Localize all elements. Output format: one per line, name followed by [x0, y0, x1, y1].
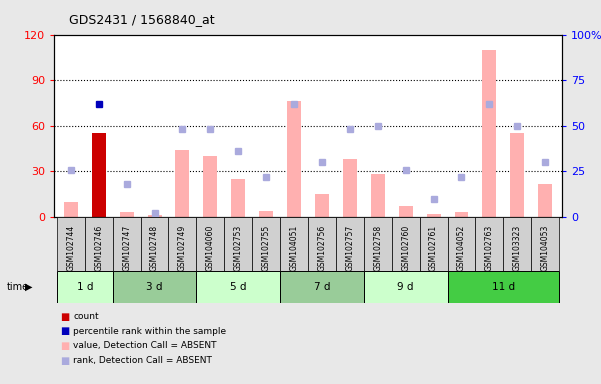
Bar	[475, 217, 503, 271]
Text: GSM104052: GSM104052	[457, 225, 466, 271]
Text: GSM102756: GSM102756	[317, 225, 326, 271]
Text: GSM104060: GSM104060	[206, 225, 215, 271]
Text: 9 d: 9 d	[397, 282, 414, 292]
Bar	[57, 217, 85, 271]
Bar	[141, 217, 168, 271]
Bar	[336, 217, 364, 271]
Text: 1 d: 1 d	[76, 282, 93, 292]
Text: GSM102748: GSM102748	[150, 225, 159, 271]
Bar	[531, 217, 559, 271]
Bar	[148, 215, 162, 217]
Bar	[427, 214, 441, 217]
Bar	[112, 217, 141, 271]
Text: GSM102747: GSM102747	[122, 225, 131, 271]
Bar	[252, 217, 280, 271]
Bar	[454, 212, 468, 217]
Text: 7 d: 7 d	[314, 282, 330, 292]
Text: 11 d: 11 d	[492, 282, 515, 292]
Bar	[280, 271, 364, 303]
Text: time: time	[7, 282, 29, 292]
Text: GSM103323: GSM103323	[513, 225, 522, 271]
Bar	[112, 271, 197, 303]
Text: GSM102744: GSM102744	[66, 225, 75, 271]
Bar	[483, 50, 496, 217]
Text: ■: ■	[60, 356, 69, 366]
Text: GSM102749: GSM102749	[178, 225, 187, 271]
Text: percentile rank within the sample: percentile rank within the sample	[73, 327, 227, 336]
Text: rank, Detection Call = ABSENT: rank, Detection Call = ABSENT	[73, 356, 212, 365]
Bar	[448, 271, 559, 303]
Bar	[364, 271, 448, 303]
Text: ■: ■	[60, 326, 69, 336]
Text: GSM102758: GSM102758	[373, 225, 382, 271]
Bar	[92, 133, 106, 217]
Text: GSM102757: GSM102757	[346, 225, 355, 271]
Text: GDS2431 / 1568840_at: GDS2431 / 1568840_at	[69, 13, 215, 26]
Bar	[343, 159, 357, 217]
Bar	[57, 271, 112, 303]
Text: GSM102763: GSM102763	[485, 225, 494, 271]
Bar	[197, 271, 280, 303]
Bar	[448, 217, 475, 271]
Text: ■: ■	[60, 312, 69, 322]
Text: 3 d: 3 d	[146, 282, 163, 292]
Bar	[308, 217, 336, 271]
Text: count: count	[73, 312, 99, 321]
Text: GSM102761: GSM102761	[429, 225, 438, 271]
Bar	[364, 217, 392, 271]
Bar	[231, 179, 245, 217]
Bar	[503, 217, 531, 271]
Text: ▶: ▶	[25, 282, 32, 292]
Text: GSM102760: GSM102760	[401, 225, 410, 271]
Text: GSM102755: GSM102755	[261, 225, 270, 271]
Bar	[259, 211, 273, 217]
Bar	[120, 212, 133, 217]
Text: value, Detection Call = ABSENT: value, Detection Call = ABSENT	[73, 341, 217, 351]
Text: GSM102753: GSM102753	[234, 225, 243, 271]
Bar	[64, 202, 78, 217]
Bar	[398, 206, 413, 217]
Bar	[538, 184, 552, 217]
Bar	[224, 217, 252, 271]
Bar	[371, 174, 385, 217]
Text: GSM104053: GSM104053	[541, 225, 550, 271]
Text: 5 d: 5 d	[230, 282, 246, 292]
Bar	[168, 217, 197, 271]
Bar	[392, 217, 419, 271]
Bar	[419, 217, 448, 271]
Text: ■: ■	[60, 341, 69, 351]
Bar	[203, 156, 218, 217]
Bar	[315, 194, 329, 217]
Bar	[280, 217, 308, 271]
Bar	[85, 217, 112, 271]
Text: GSM102746: GSM102746	[94, 225, 103, 271]
Bar	[197, 217, 224, 271]
Bar	[175, 150, 189, 217]
Text: GSM104051: GSM104051	[290, 225, 299, 271]
Bar	[287, 101, 301, 217]
Bar	[510, 133, 524, 217]
